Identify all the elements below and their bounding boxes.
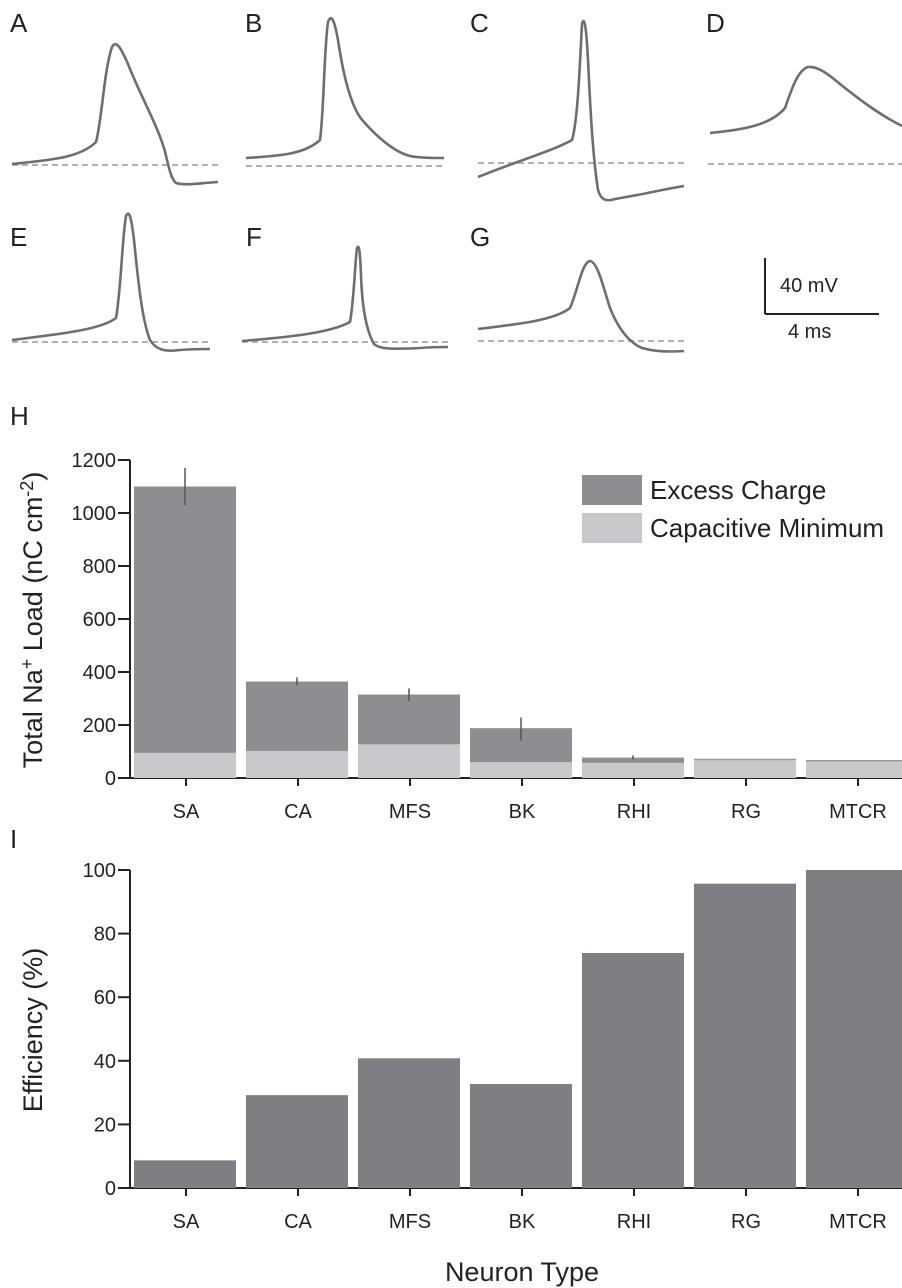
i-x-tick-label: RG (731, 1211, 761, 1233)
trace-f (241, 245, 449, 351)
h-legend: Excess Charge Capacitive Minimum (582, 475, 884, 543)
panel-letter-f: F (246, 222, 262, 252)
trace-c (477, 19, 685, 202)
h-x-tick-label: MTCR (829, 801, 887, 823)
h-bar-capacitive-minimum (582, 762, 684, 778)
i-x-tick-label: CA (284, 1211, 312, 1233)
scale-bar-time-label: 4 ms (788, 321, 831, 343)
h-y-tick-label: 800 (83, 556, 116, 578)
i-plot-area: 0 20 40 60 80 100 SA CA MFS BK RHI RG MTCR (83, 860, 902, 1233)
panel-h: H Total Na+ Load (nC cm-2) 0 200 400 600 800… (10, 401, 902, 823)
h-x-tick-label: BK (509, 801, 536, 823)
scale-bar-voltage-label: 40 mV (780, 275, 838, 297)
i-y-axis-title: Efficiency (%) (18, 948, 48, 1113)
panel-letter-h: H (10, 401, 29, 431)
i-bar-efficiency (246, 1095, 348, 1188)
h-bar-excess-charge (134, 486, 236, 753)
legend-label-capacitive-minimum: Capacitive Minimum (650, 513, 884, 543)
h-y-axis-title: Total Na+ Load (nC cm-2) (17, 472, 48, 769)
i-x-tick-label: MFS (389, 1211, 431, 1233)
trace-a (11, 42, 219, 186)
h-y-tick-label: 600 (83, 609, 116, 631)
h-bar-excess-charge (358, 694, 460, 745)
panel-i: I Efficiency (%) 0 20 40 60 80 100 SA CA MFS BK RH… (10, 824, 902, 1287)
h-x-tick-label: RG (731, 801, 761, 823)
trace-g (477, 259, 685, 353)
h-y-tick-label: 1000 (72, 503, 117, 525)
h-bar-capacitive-minimum (694, 759, 796, 778)
h-bar-capacitive-minimum (134, 752, 236, 778)
i-y-tick-label: 0 (105, 1178, 116, 1200)
i-x-tick-label: RHI (617, 1211, 651, 1233)
scale-bar: 40 mV 4 ms (764, 258, 879, 343)
h-bar-capacitive-minimum (470, 762, 572, 778)
h-bar-capacitive-minimum (806, 760, 902, 778)
i-y-tick-label: 100 (83, 860, 116, 882)
trace-e (11, 212, 211, 352)
trace-panels: A B C D E F G 40 mV 4 ms (10, 8, 902, 353)
panel-letter-e: E (10, 222, 27, 252)
h-y-tick-label: 0 (105, 768, 116, 790)
i-x-tick-label: BK (509, 1211, 536, 1233)
legend-label-excess-charge: Excess Charge (650, 475, 826, 505)
i-bar-efficiency (806, 870, 902, 1188)
i-bar-efficiency (358, 1058, 460, 1188)
panel-letter-g: G (470, 222, 490, 252)
i-bar-efficiency (582, 952, 684, 1188)
i-y-tick-label: 40 (94, 1051, 116, 1073)
legend-swatch-capacitive-minimum (582, 513, 642, 543)
h-bar-excess-charge (582, 757, 684, 763)
h-bar-excess-charge (246, 681, 348, 751)
i-y-tick-label: 20 (94, 1114, 116, 1136)
h-y-tick-label: 400 (83, 662, 116, 684)
i-y-tick-label: 60 (94, 987, 116, 1009)
panel-letter-a: A (10, 8, 28, 38)
i-x-axis-title: Neuron Type (445, 1257, 599, 1287)
h-y-tick-label: 200 (83, 715, 116, 737)
panel-letter-i: I (10, 824, 17, 854)
panel-letter-c: C (470, 8, 489, 38)
h-x-tick-label: CA (284, 801, 312, 823)
h-bar-capacitive-minimum (358, 744, 460, 778)
trace-d (709, 65, 902, 135)
i-bar-efficiency (694, 883, 796, 1188)
i-bar-efficiency (134, 1160, 236, 1188)
i-bar-efficiency (470, 1084, 572, 1188)
legend-swatch-excess-charge (582, 475, 642, 505)
h-y-tick-label: 1200 (72, 450, 117, 472)
h-x-tick-label: SA (173, 801, 200, 823)
h-x-tick-label: RHI (617, 801, 651, 823)
h-bar-capacitive-minimum (246, 750, 348, 778)
panel-letter-b: B (245, 8, 262, 38)
i-x-tick-label: MTCR (829, 1211, 887, 1233)
h-plot-area: 0 200 400 600 800 1000 1200 SA CA MFS BK RHI RG MTCR (72, 450, 902, 823)
h-x-tick-label: MFS (389, 801, 431, 823)
i-x-tick-label: SA (173, 1211, 200, 1233)
i-y-tick-label: 80 (94, 924, 116, 946)
trace-b (245, 17, 445, 160)
panel-letter-d: D (706, 8, 725, 38)
